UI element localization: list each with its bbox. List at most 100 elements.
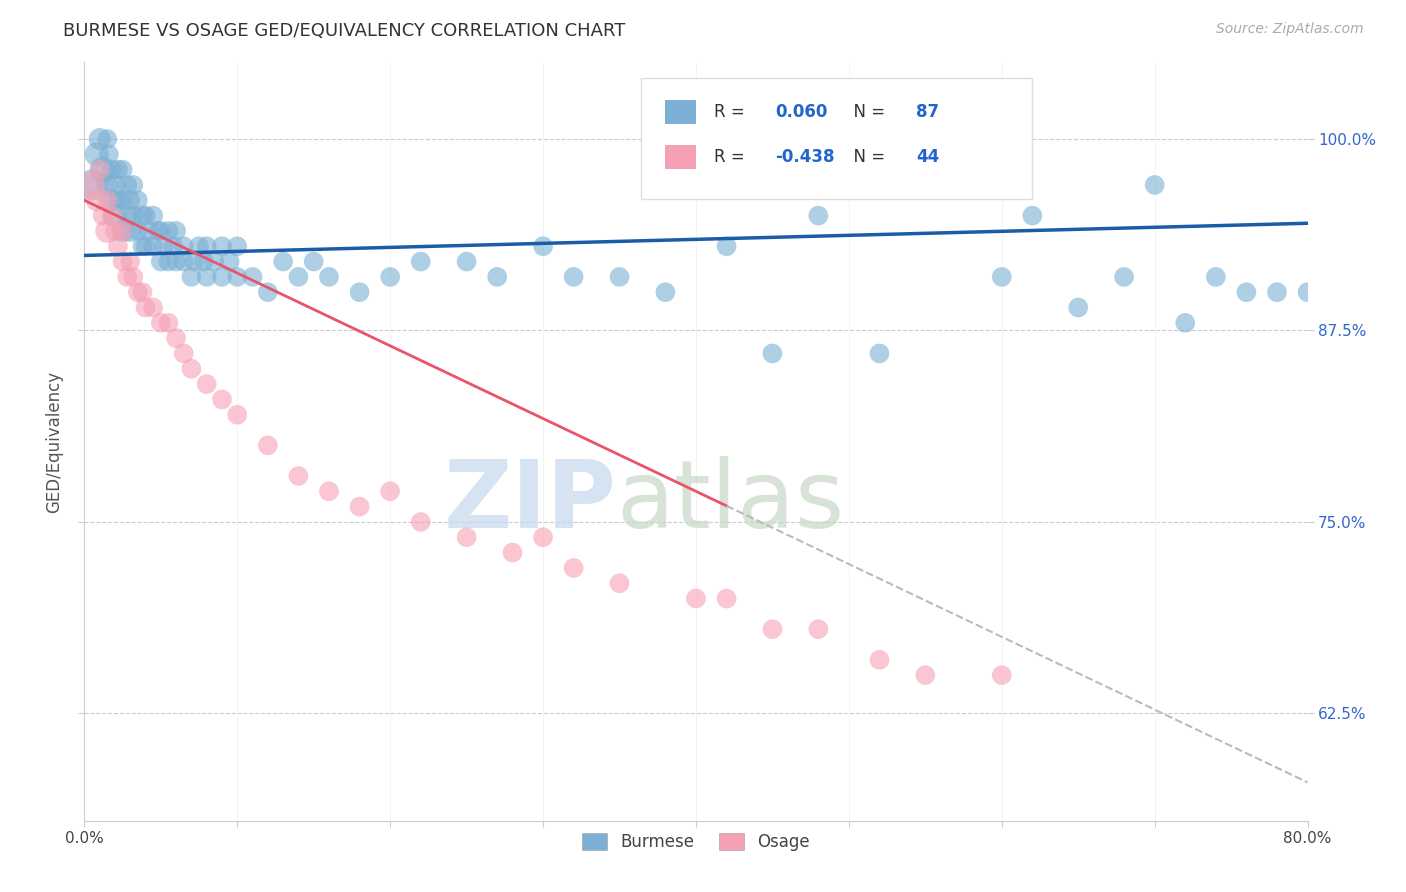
Point <box>131 209 153 223</box>
Point <box>1021 209 1043 223</box>
Point <box>349 500 371 514</box>
Point <box>89 132 111 146</box>
Point <box>991 269 1014 284</box>
Point <box>654 285 676 300</box>
Point <box>138 224 160 238</box>
Point <box>173 346 195 360</box>
Point <box>86 194 108 208</box>
Point <box>211 239 233 253</box>
Point <box>183 254 205 268</box>
Point <box>1296 285 1319 300</box>
Point <box>318 269 340 284</box>
Point <box>120 194 142 208</box>
Text: Source: ZipAtlas.com: Source: ZipAtlas.com <box>1216 22 1364 37</box>
Point <box>127 285 149 300</box>
Point <box>111 254 134 268</box>
Text: R =: R = <box>714 148 751 166</box>
Text: atlas: atlas <box>616 456 845 549</box>
Point <box>562 269 585 284</box>
Point <box>807 209 830 223</box>
Point <box>96 224 118 238</box>
Point <box>80 178 103 192</box>
Point <box>609 269 631 284</box>
Point <box>157 254 180 268</box>
Text: N =: N = <box>842 103 890 120</box>
Point <box>188 239 211 253</box>
Point <box>1114 269 1136 284</box>
Point <box>257 285 280 300</box>
Point <box>120 224 142 238</box>
Point <box>107 162 129 177</box>
Point <box>101 194 124 208</box>
Point <box>409 515 432 529</box>
Point <box>180 361 202 376</box>
Point <box>242 269 264 284</box>
Point <box>131 285 153 300</box>
Point <box>96 178 118 192</box>
Point <box>165 254 187 268</box>
Point <box>173 239 195 253</box>
Point <box>149 224 172 238</box>
Point <box>127 224 149 238</box>
Point <box>914 668 936 682</box>
Point <box>1205 269 1227 284</box>
Point <box>107 194 129 208</box>
Point <box>211 392 233 407</box>
Point <box>716 239 738 253</box>
Point <box>131 239 153 253</box>
Point <box>716 591 738 606</box>
Y-axis label: GED/Equivalency: GED/Equivalency <box>45 370 63 513</box>
Text: 87: 87 <box>917 103 939 120</box>
Text: N =: N = <box>842 148 890 166</box>
Point <box>127 194 149 208</box>
Point <box>226 408 249 422</box>
Text: 0.060: 0.060 <box>776 103 828 120</box>
Point <box>807 622 830 636</box>
Point <box>869 653 891 667</box>
Point <box>531 239 554 253</box>
Point <box>409 254 432 268</box>
Point <box>173 254 195 268</box>
Point <box>318 484 340 499</box>
Point <box>991 668 1014 682</box>
Point <box>869 346 891 360</box>
Point <box>153 239 176 253</box>
Legend: Burmese, Osage: Burmese, Osage <box>575 826 817 858</box>
Point <box>115 209 138 223</box>
Point <box>157 316 180 330</box>
Point <box>1067 301 1090 315</box>
Text: R =: R = <box>714 103 751 120</box>
Point <box>456 530 478 544</box>
Point <box>226 239 249 253</box>
FancyBboxPatch shape <box>641 78 1032 199</box>
Point <box>135 209 157 223</box>
Point <box>142 239 165 253</box>
Point <box>761 622 783 636</box>
Point <box>162 239 184 253</box>
Point <box>165 224 187 238</box>
Point <box>149 254 172 268</box>
Text: -0.438: -0.438 <box>776 148 835 166</box>
Point <box>135 239 157 253</box>
Text: ZIP: ZIP <box>443 456 616 549</box>
Point <box>146 224 169 238</box>
Point <box>761 346 783 360</box>
Text: 44: 44 <box>917 148 939 166</box>
Point <box>122 178 145 192</box>
Point <box>104 178 127 192</box>
Point <box>111 224 134 238</box>
Point <box>380 269 402 284</box>
Point <box>115 269 138 284</box>
Point <box>111 162 134 177</box>
Point <box>195 239 218 253</box>
Point <box>104 209 127 223</box>
Point <box>104 224 127 238</box>
Point <box>97 147 120 161</box>
Point <box>107 239 129 253</box>
Point <box>122 269 145 284</box>
Point <box>89 162 111 177</box>
Point <box>202 254 225 268</box>
Point <box>120 254 142 268</box>
Point <box>562 561 585 575</box>
Point <box>193 254 215 268</box>
